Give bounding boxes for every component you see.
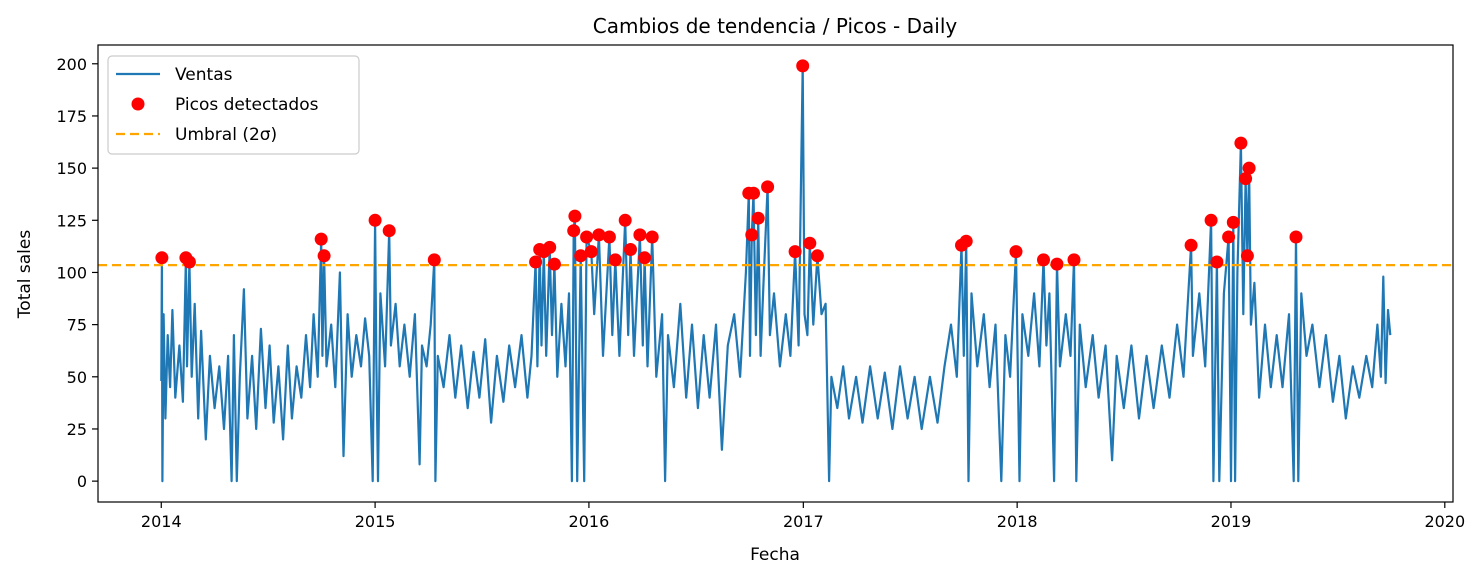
y-tick-label: 25 — [67, 420, 87, 439]
peak-point — [368, 213, 382, 227]
y-axis-ticks: 0 25 50 75 100 125 150 175 200 — [56, 55, 98, 491]
peak-point — [529, 255, 543, 269]
y-axis-label: Total sales — [15, 230, 35, 320]
series-line-ventas — [160, 64, 1392, 483]
legend-box — [107, 55, 360, 155]
legend: Ventas Picos detectados Umbral (2σ) — [107, 55, 360, 155]
peak-point — [574, 249, 588, 263]
y-tick-label: 50 — [67, 368, 87, 387]
peak-point — [608, 253, 622, 267]
x-axis-ticks: 2014 2015 2016 2017 2018 2019 2020 — [141, 502, 1465, 531]
x-tick-label: 2015 — [355, 512, 396, 531]
peak-point — [1204, 213, 1218, 227]
peak-point — [1037, 253, 1050, 267]
peak-point — [810, 249, 824, 263]
peak-point — [618, 213, 632, 227]
peak-point — [155, 251, 169, 265]
y-tick-label: 75 — [67, 316, 87, 335]
y-tick-label: 200 — [56, 55, 87, 74]
peak-point — [1240, 249, 1254, 263]
peak-point — [568, 209, 582, 223]
x-tick-label: 2020 — [1424, 512, 1465, 531]
peak-point — [1222, 230, 1236, 244]
peak-point — [1234, 136, 1248, 150]
y-tick-label: 150 — [56, 159, 87, 178]
y-tick-label: 100 — [56, 263, 87, 282]
peak-point — [638, 251, 652, 265]
peak-point — [427, 253, 441, 267]
peak-point — [1239, 172, 1253, 186]
peak-point — [1067, 253, 1081, 267]
peak-point — [317, 249, 331, 263]
peak-point — [1009, 245, 1023, 259]
peak-point — [1210, 255, 1224, 269]
peak-markers — [155, 59, 1303, 271]
x-tick-label: 2019 — [1211, 512, 1252, 531]
plot-area — [98, 59, 1453, 483]
x-tick-label: 2016 — [569, 512, 610, 531]
peak-point — [584, 245, 598, 259]
peak-point — [1184, 238, 1198, 252]
peak-point — [580, 230, 594, 244]
peak-point — [959, 234, 973, 248]
peak-point — [547, 257, 561, 271]
peak-point — [796, 59, 810, 73]
peak-point — [645, 230, 659, 244]
peak-point — [592, 228, 606, 242]
legend-label-picos: Picos detectados — [175, 95, 319, 115]
peak-point — [624, 243, 637, 256]
peak-point — [602, 230, 616, 244]
y-tick-label: 125 — [56, 211, 87, 230]
x-tick-label: 2018 — [997, 512, 1038, 531]
peak-point — [747, 186, 760, 200]
peak-point — [788, 245, 802, 259]
chart-title: Cambios de tendencia / Picos - Daily — [593, 14, 958, 38]
legend-label-umbral: Umbral (2σ) — [175, 125, 277, 145]
peak-point — [1289, 230, 1303, 244]
x-tick-label: 2014 — [141, 512, 182, 531]
y-tick-label: 175 — [56, 107, 87, 126]
x-tick-label: 2017 — [783, 512, 824, 531]
legend-swatch-picos — [131, 97, 145, 111]
x-axis-label: Fecha — [750, 545, 800, 565]
peak-point — [567, 224, 581, 238]
axes-frame — [97, 44, 1454, 503]
y-tick-label: 0 — [77, 472, 87, 491]
peak-point — [633, 228, 647, 242]
legend-label-ventas: Ventas — [175, 65, 233, 85]
peak-point — [761, 180, 775, 194]
peak-point — [1242, 161, 1256, 175]
peak-point — [382, 224, 396, 238]
peak-point — [1226, 215, 1240, 229]
peak-point — [803, 236, 817, 250]
peak-point — [543, 240, 557, 254]
peak-point — [182, 255, 196, 269]
peak-point — [751, 211, 765, 225]
peak-point — [314, 232, 328, 246]
peak-point — [745, 228, 759, 242]
peak-point — [1050, 257, 1064, 271]
